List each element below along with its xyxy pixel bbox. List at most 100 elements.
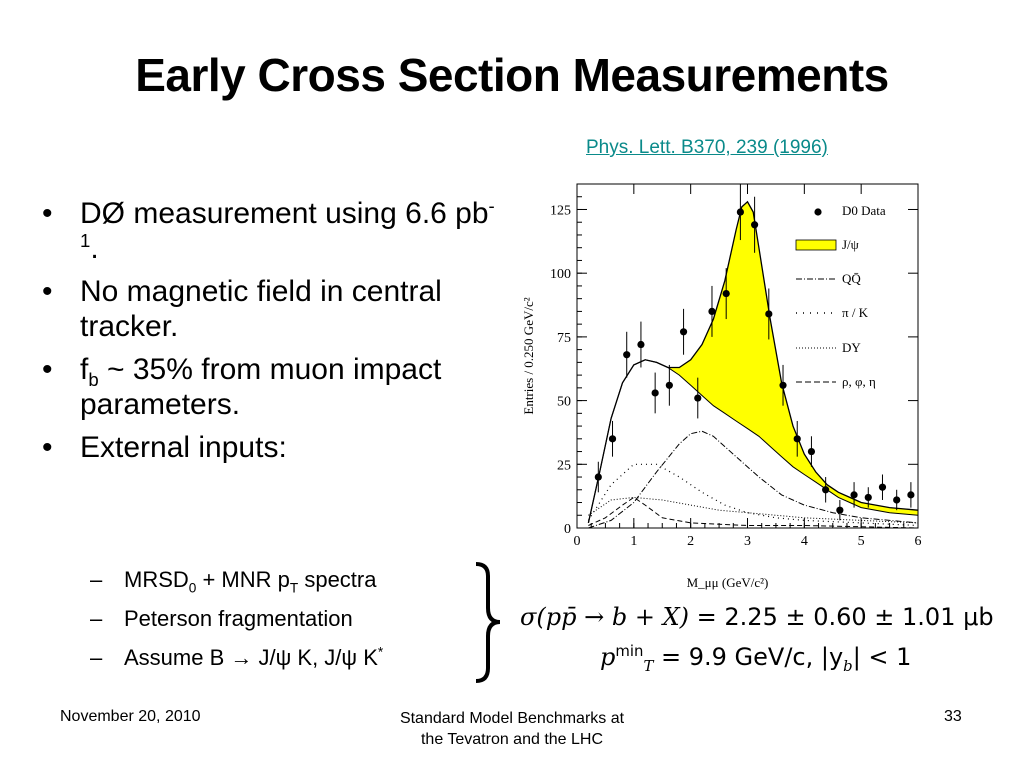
x-tick-label: 0 (574, 534, 581, 549)
formula-sup: min (615, 642, 644, 660)
data-point (736, 208, 744, 216)
background-line (587, 359, 919, 524)
data-point (836, 506, 844, 514)
bullet-external-inputs: • External inputs: (40, 430, 510, 465)
x-tick-label: 1 (630, 534, 637, 549)
data-point (722, 289, 730, 298)
x-tick-label: 2 (687, 534, 694, 549)
dash: – (90, 645, 103, 670)
formula-end: | < 1 (852, 643, 912, 671)
footer-title: Standard Model Benchmarks at the Tevatro… (352, 708, 672, 750)
bullet-dot: • (42, 197, 53, 230)
sub-text: MRSD (124, 567, 189, 592)
pi-k-line (587, 463, 919, 527)
data-point (765, 310, 773, 318)
sub-text: J/ψ K, J/ψ K (252, 645, 378, 670)
sub-bullet-mrsd: – MRSD0 + MNR pT spectra (90, 567, 510, 596)
sub-text: + MNR p (196, 567, 290, 592)
curly-brace-icon (475, 562, 501, 683)
page-number: 33 (944, 708, 962, 725)
data-point (637, 340, 645, 349)
footer-date: November 20, 2010 (60, 708, 201, 725)
formula-lhs: σ(pp̄ → b + X) (520, 603, 690, 631)
data-point (651, 389, 659, 397)
data-point (893, 496, 901, 504)
plot-layer: 0 1 2 3 4 5 6 0 25 50 75 100 125 M_μμ (GeV/c²) Entries… (521, 183, 922, 590)
sub-text: Peterson fragmentation (124, 606, 353, 631)
sub-bullet-assume: – Assume B → J/ψ K, J/ψ K* (90, 645, 510, 671)
legend-label: D0 Data (842, 203, 886, 218)
legend-label: DY (842, 340, 861, 355)
superscript: * (377, 644, 384, 660)
slide-title: Early Cross Section Measurements (135, 49, 889, 101)
legend-marker (814, 208, 822, 216)
bullet-end: . (90, 232, 99, 265)
data-point (807, 447, 816, 456)
data-point (751, 221, 759, 229)
sub-text: Assume B (124, 645, 225, 670)
legend-swatch (795, 239, 837, 251)
mass-spectrum-chart: 0 1 2 3 4 5 6 0 25 50 75 100 125 M_μμ (GeV/c²) Entries… (521, 183, 922, 590)
formula-pt: p (600, 643, 616, 671)
jpsi-band (588, 201, 918, 523)
bullet-text: External inputs: (80, 431, 287, 464)
data-point (608, 435, 617, 443)
y-tick-label: 100 (550, 267, 571, 282)
legend-label: ρ, φ, η (842, 374, 876, 389)
bullet-dot: • (42, 275, 53, 308)
footer-line-2: the Tevatron and the LHC (420, 731, 604, 748)
x-tick-label: 5 (858, 534, 865, 549)
bullet-text: f (80, 353, 89, 386)
qq-line (588, 430, 919, 529)
formula-rhs: = 2.25 ± 0.60 ± 1.01 μb (696, 603, 994, 631)
legend-label: J/ψ (842, 237, 859, 252)
data-point (864, 493, 872, 502)
y-tick-label: 25 (557, 458, 571, 473)
exponent: -1 (80, 195, 495, 251)
bullet-measurement: • DØ measurement using 6.6 pb-1. (40, 196, 510, 266)
formula-sub-b: b (843, 656, 853, 675)
bullet-dot: • (42, 353, 53, 386)
data-point (679, 328, 688, 336)
bullet-end: ~ 35% from muon impact parameters. (80, 353, 442, 421)
bullet-text: DØ measurement using 6.6 pb (80, 197, 489, 230)
y-axis-label: Entries / 0.250 GeV/c² (521, 297, 536, 414)
x-axis-label: M_μμ (GeV/c²) (687, 575, 769, 590)
x-tick-label: 4 (801, 534, 808, 549)
subscript: 0 (188, 580, 197, 596)
data-point (822, 486, 830, 494)
data-point (907, 491, 915, 499)
bullet-fb: • fb ~ 35% from muon impact parameters. (40, 352, 510, 422)
bullet-list: • DØ measurement using 6.6 pb-1. • No ma… (40, 196, 510, 473)
subscript: b (88, 369, 99, 390)
sub-text: spectra (298, 567, 377, 592)
bullet-text: No magnetic field in central tracker. (80, 275, 442, 343)
bullet-magnetic-field: • No magnetic field in central tracker. (40, 274, 510, 344)
dash: – (90, 606, 103, 631)
x-tick-label: 6 (915, 534, 922, 549)
formula-rest: = 9.9 GeV/c, |y (661, 643, 844, 671)
reference-link[interactable]: Phys. Lett. B370, 239 (1996) (586, 137, 828, 158)
legend-label: QQ̄ (842, 271, 861, 286)
data-point (793, 435, 801, 443)
data-point (594, 473, 602, 481)
formula-sub: T (643, 656, 654, 675)
y-tick-label: 75 (557, 331, 571, 346)
data-point (665, 381, 673, 389)
sub-bullet-peterson: – Peterson fragmentation (90, 606, 510, 632)
data-point (694, 394, 702, 402)
footer-line-1: Standard Model Benchmarks at (399, 710, 625, 727)
cross-section-formula: σ(pp̄ → b + X) = 2.25 ± 0.60 ± 1.01 μb (520, 603, 994, 631)
bullet-dot: • (42, 431, 53, 464)
legend-label: π / K (842, 305, 869, 320)
data-point (708, 307, 716, 316)
data-point (779, 381, 787, 389)
x-tick-label: 3 (744, 534, 751, 549)
data-point (623, 351, 631, 359)
data-point (878, 483, 887, 491)
sub-bullet-list: – MRSD0 + MNR pT spectra – Peterson frag… (90, 567, 510, 684)
subscript: T (289, 580, 299, 596)
dash: – (90, 567, 103, 592)
data-point (850, 491, 858, 499)
y-tick-label: 125 (550, 203, 571, 218)
